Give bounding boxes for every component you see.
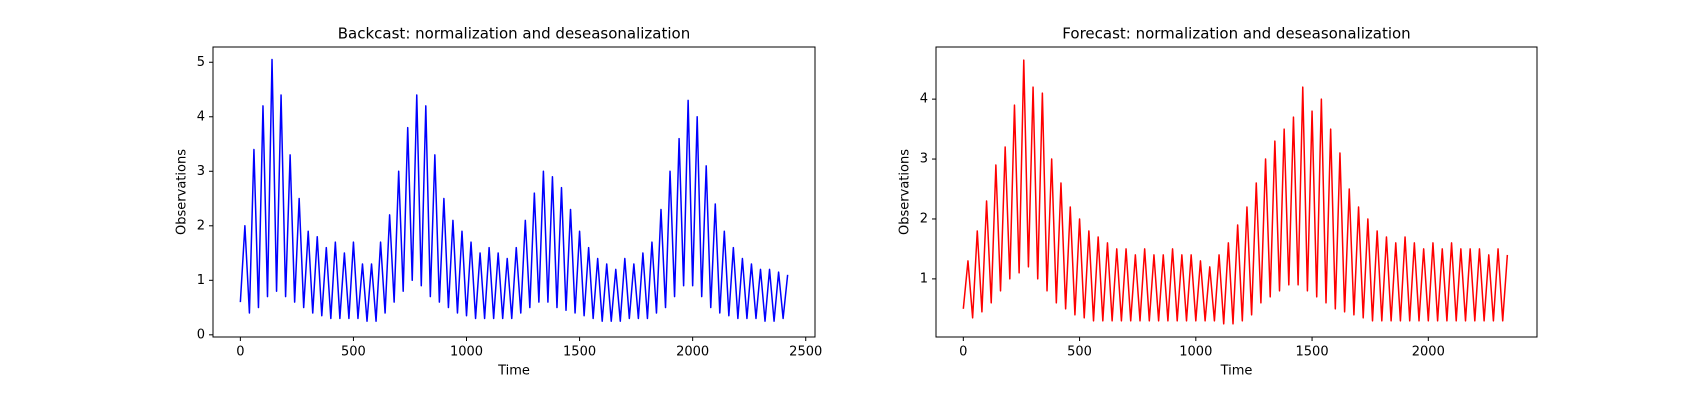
y-tick-label: 2 — [197, 218, 205, 233]
y-tick-label: 2 — [920, 211, 928, 226]
data-line — [962, 59, 1509, 325]
chart-title: Forecast: normalization and deseasonaliz… — [1062, 25, 1410, 43]
axes-frame — [212, 46, 816, 338]
y-tick-label: 3 — [920, 152, 928, 167]
x-tick-label: 500 — [1067, 345, 1092, 360]
x-tick-label: 2000 — [1412, 345, 1445, 360]
x-axis-label: Time — [1220, 364, 1253, 379]
axes-frame — [935, 46, 1538, 338]
y-axis-label: Observations — [175, 149, 190, 235]
y-tick-label: 5 — [197, 55, 205, 70]
x-tick-label: 1000 — [1179, 345, 1212, 360]
x-tick-label: 500 — [341, 345, 366, 360]
x-tick-label: 1500 — [563, 345, 596, 360]
data-line — [239, 58, 789, 322]
y-tick-label: 3 — [197, 164, 205, 179]
x-axis-label: Time — [497, 364, 530, 379]
x-tick-label: 2500 — [789, 345, 822, 360]
y-tick-label: 4 — [197, 109, 205, 124]
chart-title: Backcast: normalization and deseasonaliz… — [338, 25, 690, 43]
x-tick-label: 0 — [236, 345, 244, 360]
y-tick-label: 0 — [197, 327, 205, 342]
x-tick-label: 2000 — [676, 345, 709, 360]
y-tick-label: 4 — [920, 92, 928, 107]
y-tick-label: 1 — [197, 273, 205, 288]
x-tick-label: 1000 — [450, 345, 483, 360]
y-tick-label: 1 — [920, 271, 928, 286]
y-axis-label: Observations — [898, 149, 913, 235]
x-tick-label: 1500 — [1296, 345, 1329, 360]
x-tick-label: 0 — [959, 345, 967, 360]
